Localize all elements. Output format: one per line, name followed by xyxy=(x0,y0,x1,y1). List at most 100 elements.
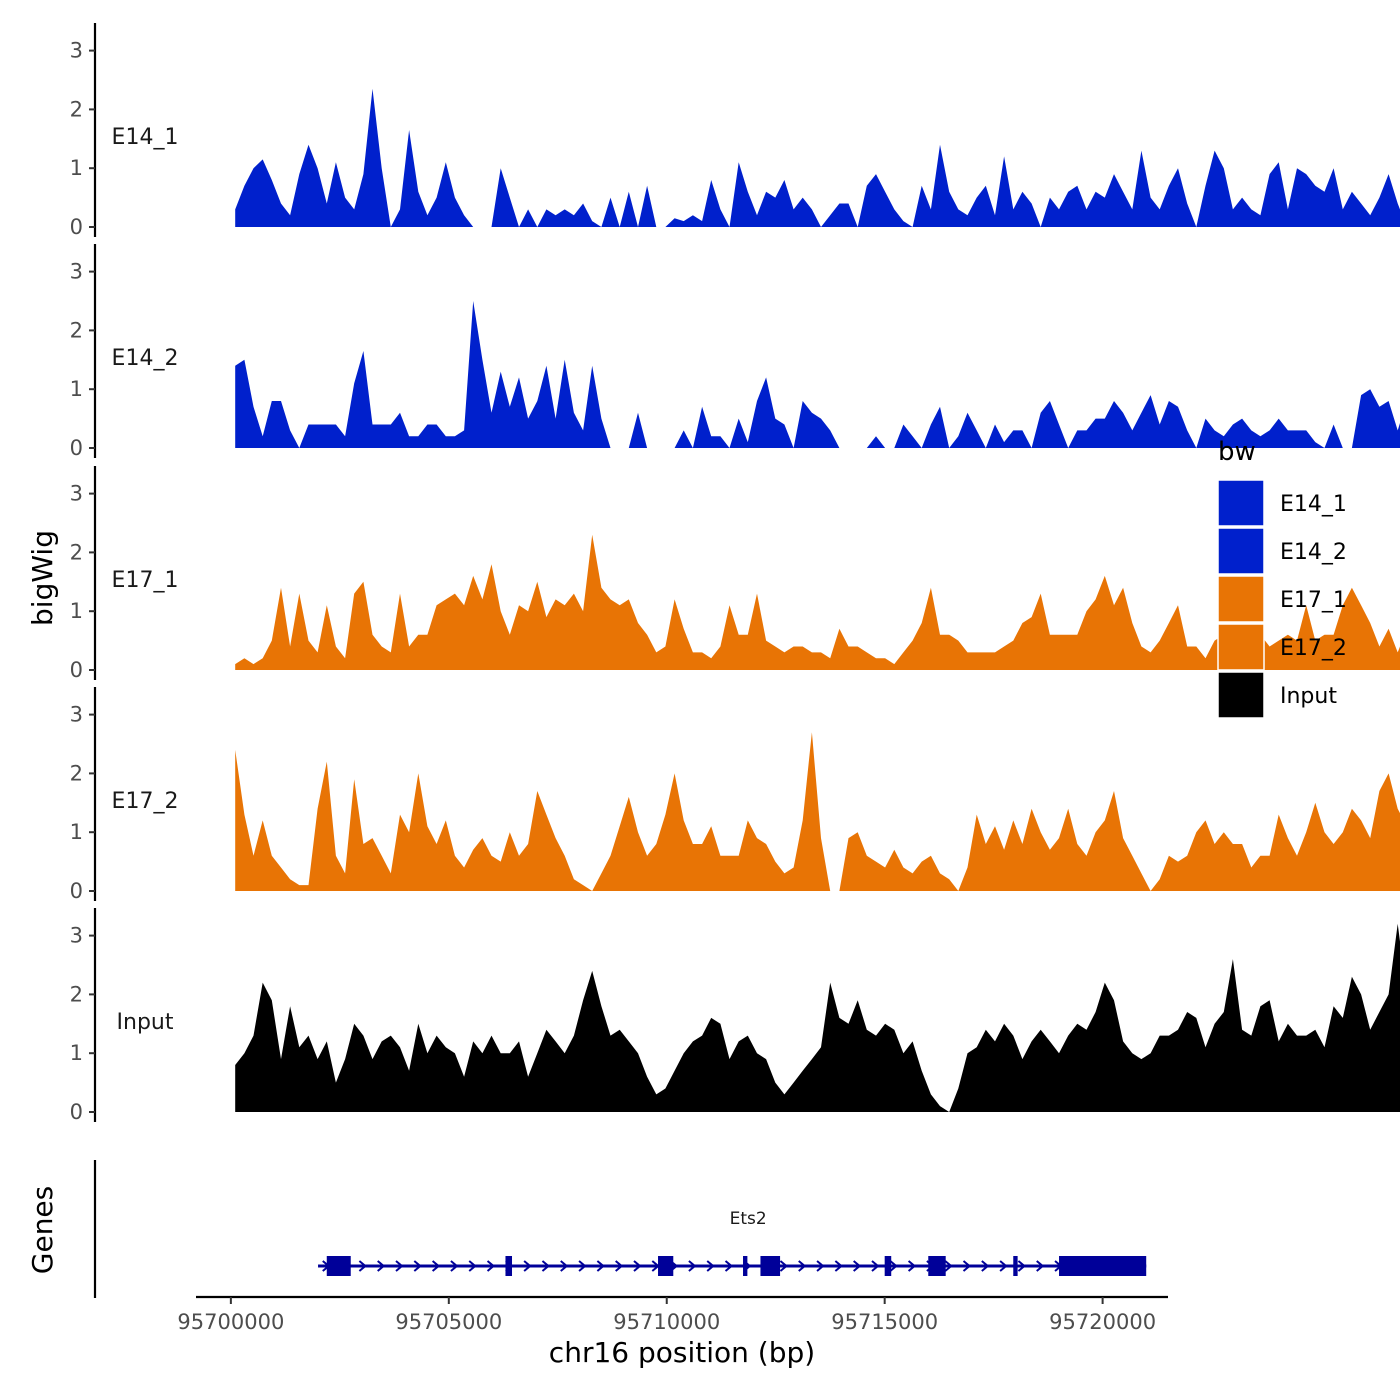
y-tick-label: 3 xyxy=(70,482,83,506)
exon xyxy=(505,1256,513,1276)
strand-arrow xyxy=(615,1260,624,1272)
strand-arrow xyxy=(981,1260,990,1272)
y-tick-label: 3 xyxy=(70,39,83,63)
gene-name-label: Ets2 xyxy=(730,1209,767,1229)
genes-axis-title: Genes xyxy=(26,1186,59,1274)
legend-label-Input: Input xyxy=(1280,684,1337,709)
genes-track: Ets2 xyxy=(93,1160,1147,1298)
strand-arrow xyxy=(834,1260,843,1272)
exon xyxy=(760,1256,781,1276)
track-label: E17_2 xyxy=(112,789,179,814)
strand-arrow xyxy=(633,1260,642,1272)
y-tick-label: 0 xyxy=(70,1100,83,1124)
track-label: E17_1 xyxy=(112,568,179,593)
coverage-area-Input xyxy=(235,923,1400,1112)
track-label: E14_2 xyxy=(112,346,179,371)
y-tick-label: 1 xyxy=(70,156,83,180)
strand-arrow xyxy=(944,1260,953,1272)
legend-key-E14_2 xyxy=(1217,527,1265,575)
strand-arrow xyxy=(431,1260,441,1272)
legend-label-E17_1: E17_1 xyxy=(1280,588,1347,613)
strand-arrow xyxy=(724,1260,734,1272)
y-tick-label: 2 xyxy=(70,982,83,1006)
x-tick-label: 95700000 xyxy=(177,1310,284,1334)
strand-arrow xyxy=(688,1260,697,1272)
y-tick-label: 3 xyxy=(70,260,83,284)
legend-key-E14_1 xyxy=(1217,479,1265,527)
strand-arrow xyxy=(541,1260,551,1272)
exon xyxy=(743,1256,748,1276)
y-tick-label: 0 xyxy=(70,879,83,903)
coverage-area-E14_1 xyxy=(235,88,1400,227)
strand-arrow xyxy=(889,1260,898,1272)
legend-key-E17_1 xyxy=(1217,575,1265,623)
legend-title: bw xyxy=(1218,437,1256,467)
track-E14_2: 0 1 2 3 E14_2 xyxy=(70,243,1400,460)
y-axis-title: bigWig xyxy=(26,530,59,626)
legend: bw E14_1 E14_2 E17_1 E17_2 Input xyxy=(1217,437,1347,719)
track-E14_1: 0 1 2 3 E14_1 xyxy=(70,22,1400,239)
strand-arrow xyxy=(779,1260,788,1272)
strand-arrow xyxy=(413,1260,422,1272)
x-tick-label: 95715000 xyxy=(831,1310,938,1334)
coverage-area-E17_1 xyxy=(235,534,1400,670)
x-tick-label: 95705000 xyxy=(395,1310,502,1334)
strand-arrow xyxy=(999,1260,1008,1272)
coverage-tracks: 0 1 2 3 E14_1 0 1 2 3 E14_2 0 1 2 3 E17_1 0 1 2 3 E17_2 0 1 2 3… xyxy=(70,22,1400,1124)
strand-arrow xyxy=(468,1260,477,1272)
y-tick-label: 1 xyxy=(70,599,83,623)
strand-arrow xyxy=(486,1260,496,1272)
strand-arrow xyxy=(596,1260,605,1272)
strand-arrow xyxy=(395,1260,404,1272)
exon xyxy=(326,1256,351,1276)
y-tick-label: 3 xyxy=(70,924,83,948)
y-tick-label: 0 xyxy=(70,215,83,239)
x-tick-label: 95710000 xyxy=(613,1310,720,1334)
strand-arrow xyxy=(377,1260,386,1272)
legend-label-E14_1: E14_1 xyxy=(1280,492,1347,517)
strand-arrow xyxy=(853,1260,862,1272)
strand-arrow xyxy=(798,1260,807,1272)
y-tick-label: 0 xyxy=(70,436,83,460)
legend-label-E14_2: E14_2 xyxy=(1280,540,1347,565)
strand-arrow xyxy=(450,1260,459,1272)
y-tick-label: 1 xyxy=(70,820,83,844)
track-E17_1: 0 1 2 3 E17_1 xyxy=(70,465,1400,682)
track-Input: 0 1 2 3 Input xyxy=(70,907,1400,1124)
legend-key-E17_2 xyxy=(1217,623,1265,671)
exon xyxy=(658,1256,674,1276)
strand-arrow xyxy=(578,1260,587,1272)
y-tick-label: 2 xyxy=(70,97,83,121)
strand-arrow xyxy=(1017,1260,1026,1272)
track-label: E14_1 xyxy=(112,125,179,150)
y-tick-label: 1 xyxy=(70,377,83,401)
y-tick-label: 1 xyxy=(70,1041,83,1065)
track-label: Input xyxy=(117,1010,174,1035)
legend-key-Input xyxy=(1217,671,1265,719)
exon xyxy=(928,1256,946,1276)
strand-arrow xyxy=(907,1260,917,1272)
x-axis: chr16 position (bp) 95700000 95705000 9571… xyxy=(177,1295,1168,1369)
exon xyxy=(1059,1256,1147,1276)
y-tick-label: 3 xyxy=(70,703,83,727)
coverage-area-E14_2 xyxy=(235,301,1400,448)
track-E17_2: 0 1 2 3 E17_2 xyxy=(70,686,1400,903)
strand-arrow xyxy=(816,1260,825,1272)
strand-arrow xyxy=(871,1260,880,1272)
coverage-area-E17_2 xyxy=(235,732,1400,891)
strand-arrow xyxy=(962,1260,972,1272)
strand-arrow xyxy=(358,1260,367,1272)
x-axis-title: chr16 position (bp) xyxy=(549,1336,815,1369)
strand-arrow xyxy=(1036,1260,1045,1272)
legend-label-E17_2: E17_2 xyxy=(1280,636,1347,661)
y-tick-label: 2 xyxy=(70,318,83,342)
exon xyxy=(1013,1256,1018,1276)
strand-arrow xyxy=(523,1260,532,1272)
exon xyxy=(884,1256,892,1276)
x-tick-label: 95720000 xyxy=(1049,1310,1156,1334)
y-tick-label: 0 xyxy=(70,658,83,682)
y-tick-label: 2 xyxy=(70,761,83,785)
strand-arrow xyxy=(706,1260,715,1272)
strand-arrow xyxy=(560,1260,569,1272)
